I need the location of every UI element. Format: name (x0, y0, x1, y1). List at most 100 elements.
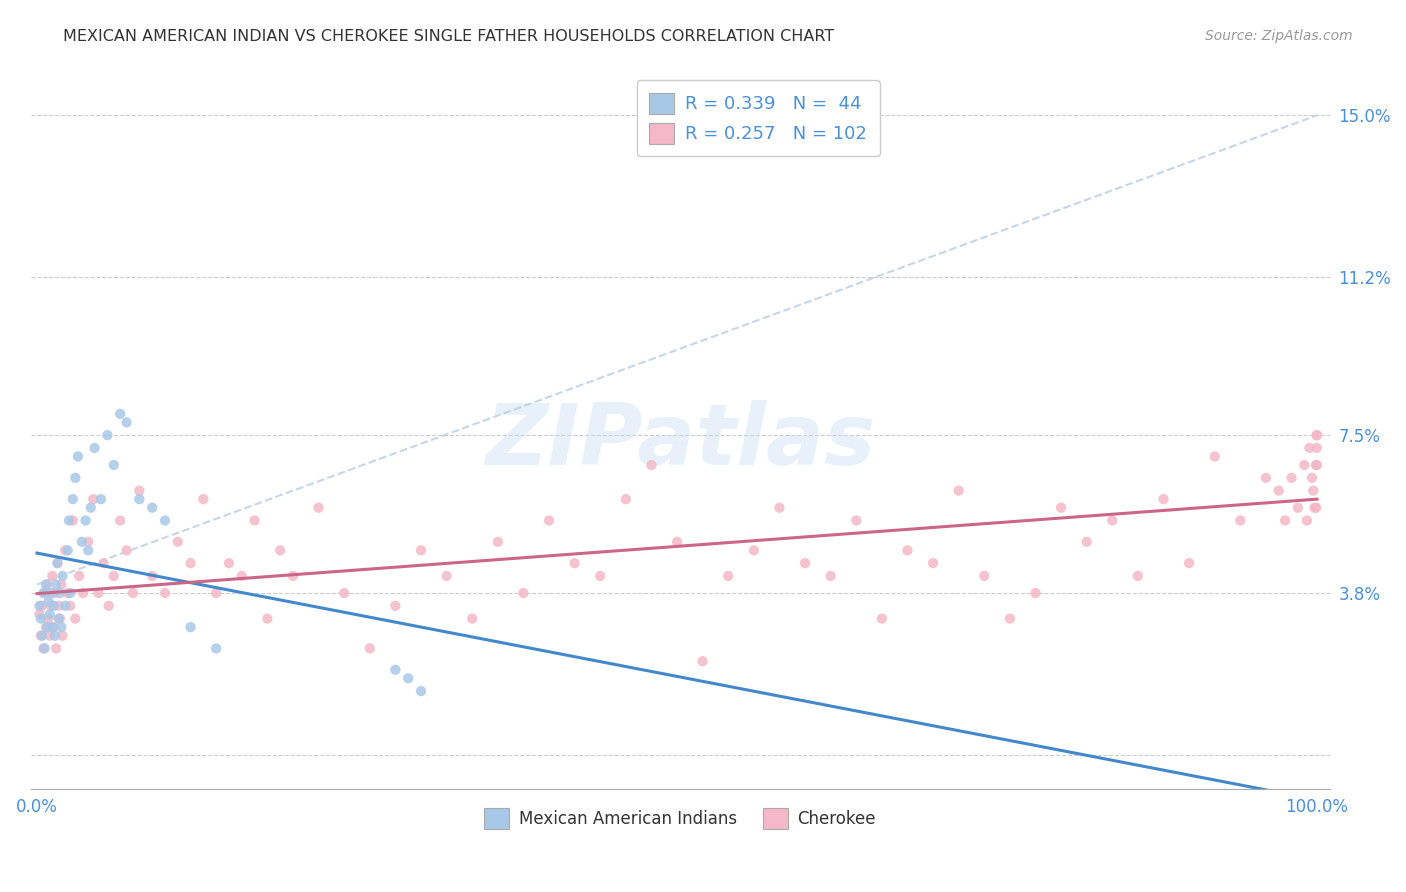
Point (1204, 450, 1226, 464)
Point (998, 611, 1021, 625)
Point (308, 500, 330, 515)
Point (115, 416, 138, 430)
Point (52, 569, 75, 583)
Point (1024, 586, 1046, 600)
Point (35, 620, 58, 634)
Point (59, 599, 82, 613)
Point (32, 586, 55, 600)
Point (614, 492, 637, 507)
Point (97, 599, 120, 613)
Point (41, 620, 63, 634)
Point (1229, 514, 1251, 528)
Point (1267, 483, 1289, 498)
Point (205, 641, 228, 656)
Point (564, 556, 586, 570)
Point (65, 471, 87, 485)
Point (108, 407, 131, 421)
Point (28, 599, 51, 613)
Point (45, 641, 67, 656)
Point (1305, 428, 1327, 442)
Point (77, 534, 100, 549)
Point (108, 514, 131, 528)
Point (870, 611, 893, 625)
Point (640, 458, 662, 472)
Point (180, 556, 202, 570)
Point (82, 492, 104, 507)
Point (53, 543, 76, 558)
Point (409, 684, 432, 698)
Point (90, 492, 112, 507)
Point (269, 543, 291, 558)
Point (218, 556, 240, 570)
Point (41, 569, 63, 583)
Point (128, 492, 150, 507)
Point (589, 569, 612, 583)
Point (49, 586, 72, 600)
Point (1306, 428, 1329, 442)
Point (75, 514, 97, 528)
Point (37, 620, 59, 634)
Point (717, 569, 740, 583)
Point (31, 599, 53, 613)
Point (34, 586, 56, 600)
Point (193, 492, 215, 507)
Legend: Mexican American Indians, Cherokee: Mexican American Indians, Cherokee (478, 802, 883, 835)
Point (31, 629, 53, 643)
Point (333, 586, 356, 600)
Point (153, 586, 176, 600)
Text: MEXICAN AMERICAN INDIAN VS CHEROKEE SINGLE FATHER HOUSEHOLDS CORRELATION CHART: MEXICAN AMERICAN INDIAN VS CHEROKEE SING… (63, 29, 835, 44)
Point (256, 611, 278, 625)
Point (34, 641, 56, 656)
Point (1294, 458, 1316, 472)
Point (46, 556, 69, 570)
Point (243, 514, 266, 528)
Point (180, 620, 202, 634)
Point (56, 543, 79, 558)
Point (1050, 500, 1073, 515)
Point (44, 629, 66, 643)
Point (384, 599, 406, 613)
Point (1126, 569, 1149, 583)
Point (948, 483, 970, 498)
Point (166, 534, 188, 549)
Point (1301, 471, 1323, 485)
Point (37, 577, 59, 591)
Point (141, 569, 163, 583)
Point (38, 607, 60, 622)
Point (794, 556, 817, 570)
Text: Source: ZipAtlas.com: Source: ZipAtlas.com (1205, 29, 1353, 43)
Point (141, 500, 163, 515)
Point (436, 569, 458, 583)
Point (72, 586, 94, 600)
Point (62, 514, 84, 528)
Point (1286, 500, 1309, 515)
Point (32, 641, 55, 656)
Point (461, 611, 484, 625)
Point (666, 534, 689, 549)
Point (115, 543, 138, 558)
Point (62, 492, 84, 507)
Point (1254, 471, 1277, 485)
Point (48, 599, 70, 613)
Point (359, 641, 381, 656)
Point (39, 586, 62, 600)
Point (37, 611, 59, 625)
Point (30, 629, 52, 643)
Point (38, 629, 60, 643)
Point (1101, 514, 1123, 528)
Point (1305, 458, 1327, 472)
Point (122, 586, 145, 600)
Point (48, 611, 70, 625)
Point (1178, 556, 1201, 570)
Point (46, 556, 69, 570)
Point (59, 586, 82, 600)
Point (537, 514, 560, 528)
Point (1274, 514, 1296, 528)
Text: ZIPatlas: ZIPatlas (485, 400, 876, 483)
Point (1281, 471, 1303, 485)
Point (845, 514, 868, 528)
Point (35, 577, 58, 591)
Point (77, 543, 100, 558)
Point (1302, 483, 1324, 498)
Point (58, 514, 80, 528)
